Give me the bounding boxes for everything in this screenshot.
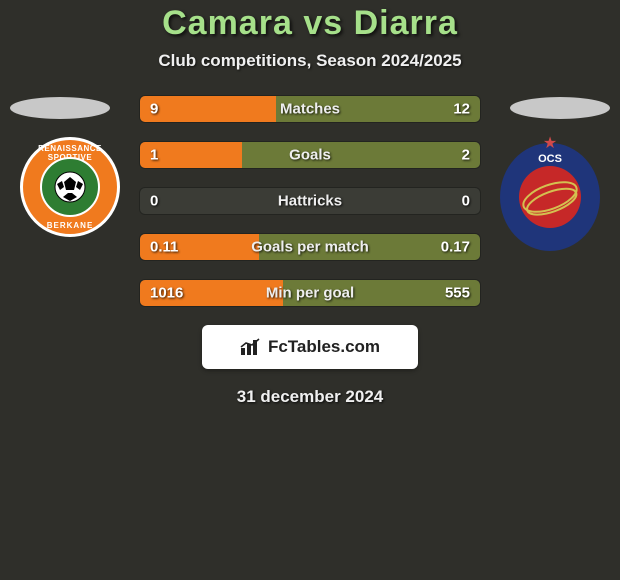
- subtitle: Club competitions, Season 2024/2025: [0, 51, 620, 71]
- star-icon: ★: [543, 133, 557, 153]
- team-badge-right: ★ OCS: [500, 147, 600, 247]
- stat-label: Hattricks: [278, 193, 342, 210]
- comparison-card: Camara vs Diarra Club competitions, Seas…: [0, 0, 620, 580]
- stat-row: 1 2 Goals: [139, 141, 481, 169]
- stat-value-right: 0.17: [441, 239, 470, 256]
- stat-value-left: 9: [150, 101, 158, 118]
- stat-row: 1016 555 Min per goal: [139, 279, 481, 307]
- stat-label: Goals: [289, 147, 331, 164]
- stat-value-left: 1: [150, 147, 158, 164]
- stat-value-left: 0.11: [150, 239, 178, 256]
- stat-value-right: 2: [462, 147, 470, 164]
- player-left-name: Camara: [162, 4, 293, 42]
- brand-text: FcTables.com: [268, 337, 380, 357]
- stat-rows: 912Matches12Goals00Hattricks0.110.17Goal…: [139, 95, 481, 307]
- ocs-text: OCS: [500, 153, 600, 165]
- ocs-badge-outer: ★ OCS: [500, 143, 600, 251]
- rsb-badge-outer: RENAISSANCE SPORTIVE BERKANE: [20, 137, 120, 237]
- stat-row: 9 12 Matches: [139, 95, 481, 123]
- rsb-text-bottom: BERKANE: [23, 221, 117, 230]
- stat-value-right: 0: [462, 193, 470, 210]
- bar-chart-icon: [240, 338, 262, 356]
- stat-value-right: 12: [453, 101, 470, 118]
- vs-label: vs: [303, 4, 343, 42]
- stat-label: Matches: [280, 101, 340, 118]
- stat-row: 0 0 Hattricks: [139, 187, 481, 215]
- bar-right: [242, 142, 480, 168]
- stat-label: Goals per match: [251, 239, 369, 256]
- rsb-badge-inner: [40, 157, 100, 217]
- ocs-badge-inner: [519, 166, 581, 228]
- chart-area: RENAISSANCE SPORTIVE BERKANE ★ OCS: [0, 95, 620, 407]
- ocs-stripes-icon: [519, 166, 581, 228]
- football-icon: [53, 170, 87, 204]
- date-line: 31 december 2024: [0, 387, 620, 407]
- stat-value-right: 555: [445, 285, 470, 302]
- team-badge-left: RENAISSANCE SPORTIVE BERKANE: [20, 137, 120, 237]
- player-left-shadow: [10, 97, 110, 119]
- stat-label: Min per goal: [266, 285, 354, 302]
- brand-box: FcTables.com: [202, 325, 418, 369]
- stat-value-left: 0: [150, 193, 158, 210]
- bar-left: [140, 96, 276, 122]
- stat-value-left: 1016: [150, 285, 183, 302]
- title: Camara vs Diarra: [0, 4, 620, 43]
- stat-row: 0.11 0.17 Goals per match: [139, 233, 481, 261]
- player-right-shadow: [510, 97, 610, 119]
- player-right-name: Diarra: [354, 4, 458, 42]
